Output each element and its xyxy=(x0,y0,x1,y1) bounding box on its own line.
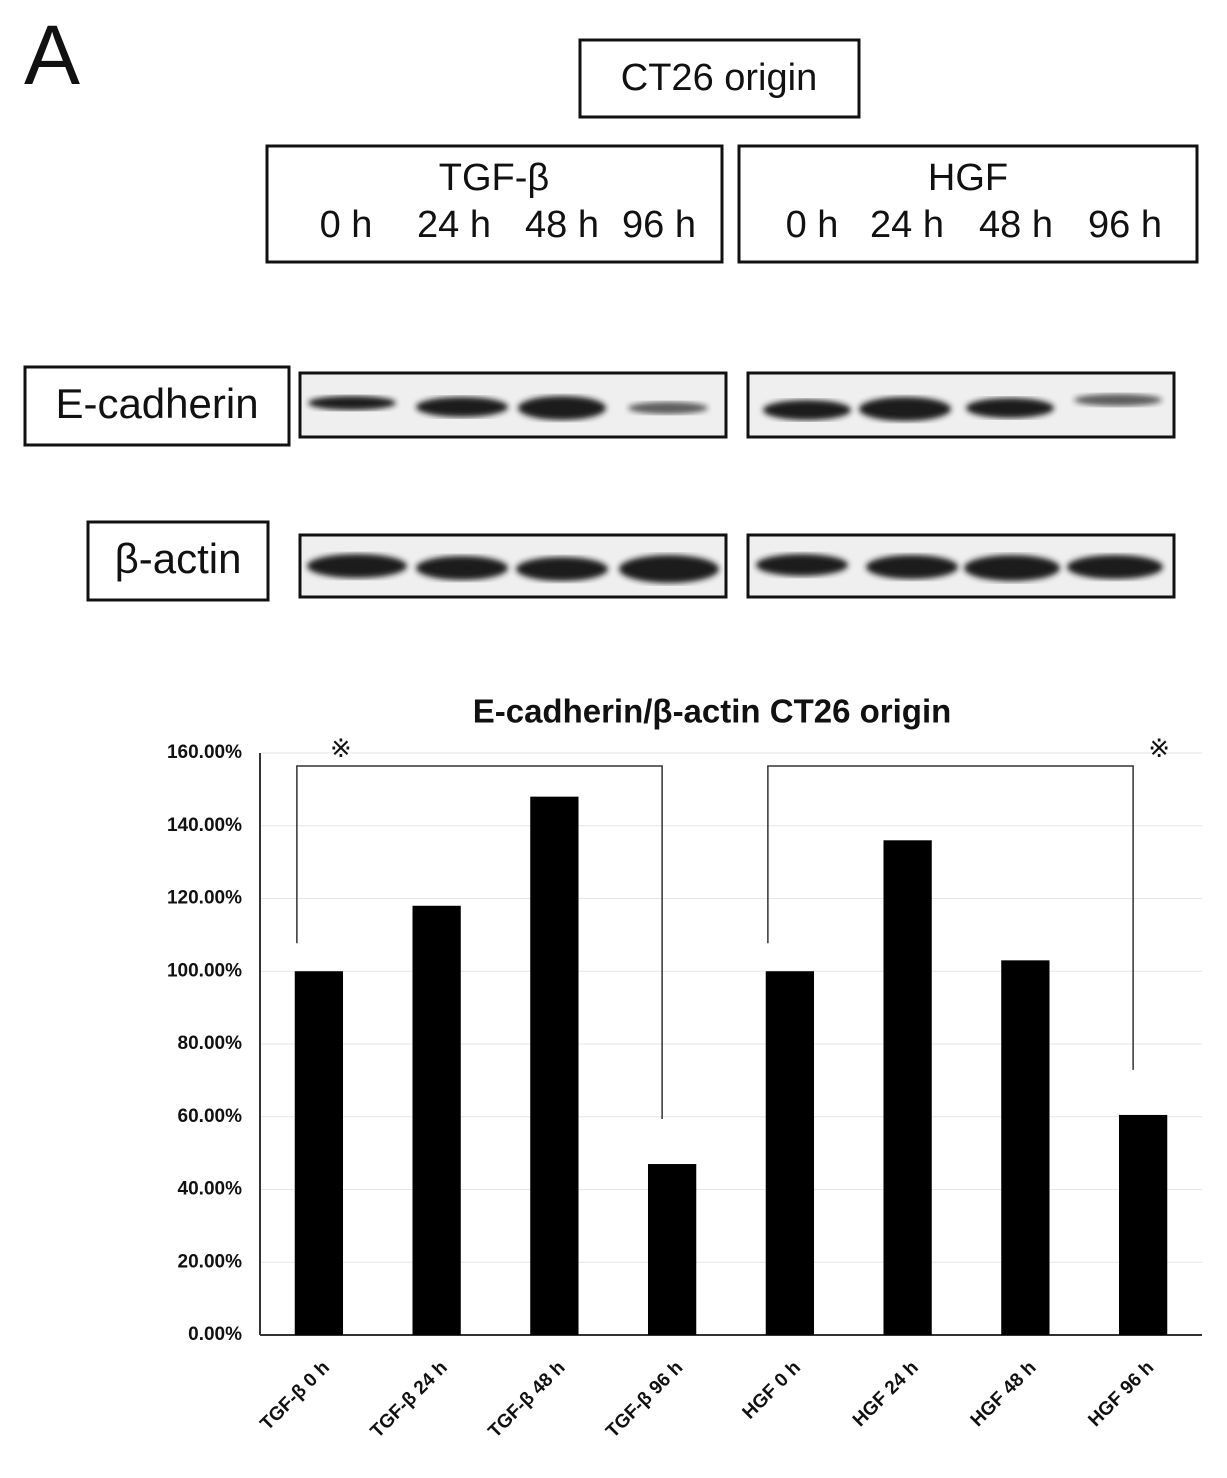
x-tick-label: HGF 96 h xyxy=(1084,1357,1158,1431)
bar xyxy=(765,971,815,1335)
x-tick-label: TGF-β 48 h xyxy=(484,1357,569,1442)
time-label: 0 h xyxy=(786,204,839,246)
significance-mark: ※ xyxy=(1148,733,1170,763)
bar xyxy=(530,796,579,1335)
group-box xyxy=(737,144,1199,264)
group-label: TGF-β xyxy=(439,157,550,199)
x-tick-label: HGF 48 h xyxy=(967,1357,1041,1431)
y-tick-label: 40.00% xyxy=(178,1179,243,1200)
x-tick-label: TGF-β 24 h xyxy=(367,1357,452,1442)
y-tick-label: 140.00% xyxy=(167,815,242,836)
y-tick-label: 80.00% xyxy=(178,1033,243,1054)
x-tick-label: HGF 24 h xyxy=(849,1357,923,1431)
bar xyxy=(294,971,344,1335)
time-label: 48 h xyxy=(525,204,599,246)
y-tick-label: 160.00% xyxy=(167,742,242,763)
panel-label: A xyxy=(24,8,80,102)
significance-bracket xyxy=(767,765,1134,1070)
bar xyxy=(883,840,932,1335)
time-label: 48 h xyxy=(979,204,1053,246)
blot-label-box xyxy=(86,520,270,602)
x-tick-label: TGF-β 0 h xyxy=(256,1357,334,1435)
time-label: 96 h xyxy=(1088,204,1162,246)
time-label: 0 h xyxy=(320,204,373,246)
significance-bracket xyxy=(296,765,663,1120)
bar xyxy=(1001,960,1050,1335)
y-tick-label: 120.00% xyxy=(167,888,242,909)
chart-title: E-cadherin/β-actin CT26 origin xyxy=(473,693,952,730)
y-tick-label: 0.00% xyxy=(188,1324,242,1345)
y-tick-label: 100.00% xyxy=(167,960,242,981)
bar xyxy=(1118,1114,1168,1335)
origin-label: CT26 origin xyxy=(621,57,817,99)
significance-mark: ※ xyxy=(330,733,352,763)
x-tick-label: TGF-β 96 h xyxy=(602,1357,687,1442)
blot-label-box xyxy=(23,365,291,447)
bar xyxy=(412,905,461,1335)
y-tick-label: 60.00% xyxy=(178,1106,243,1127)
time-label: 96 h xyxy=(622,204,696,246)
time-label: 24 h xyxy=(417,204,491,246)
group-box xyxy=(265,144,724,264)
x-tick-label: HGF 0 h xyxy=(739,1357,805,1423)
blot-label: E-cadherin xyxy=(55,380,258,427)
bar xyxy=(647,1164,697,1335)
blot-label: β-actin xyxy=(115,535,242,582)
time-label: 24 h xyxy=(870,204,944,246)
bands xyxy=(308,394,1162,421)
origin-box xyxy=(578,38,861,119)
group-label: HGF xyxy=(928,157,1008,199)
y-tick-label: 20.00% xyxy=(178,1251,243,1272)
bands xyxy=(307,554,1163,583)
